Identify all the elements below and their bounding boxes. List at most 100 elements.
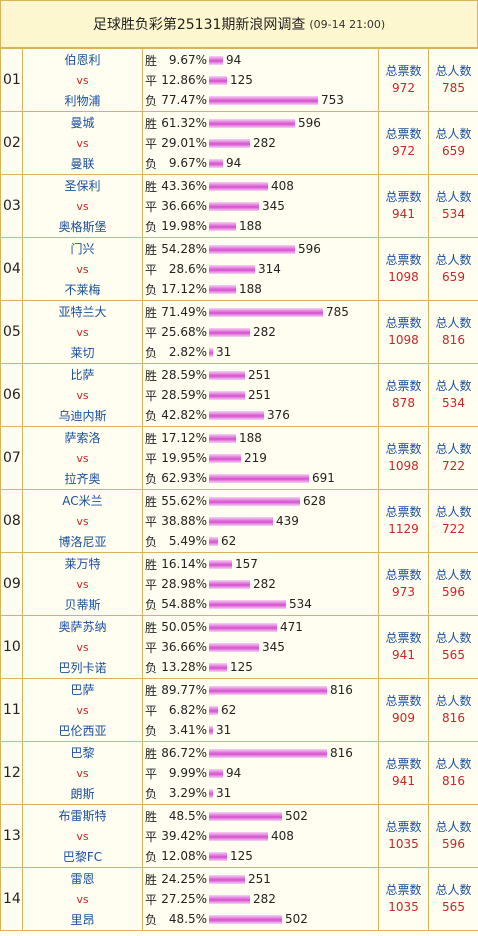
- result-count: 439: [276, 514, 299, 528]
- result-count: 125: [230, 660, 253, 674]
- total-votes-label: 总票数: [385, 190, 422, 204]
- result-row: 负 17.12% 188: [143, 279, 378, 299]
- home-team-link[interactable]: 奥萨苏纳: [58, 619, 107, 634]
- home-team-link[interactable]: 莱万特: [64, 556, 101, 571]
- away-team-link[interactable]: 巴黎FC: [62, 849, 103, 864]
- vs-label: vs: [76, 892, 89, 906]
- result-count: 502: [285, 912, 308, 926]
- home-team-link[interactable]: 伯恩利: [64, 52, 101, 67]
- home-team-link[interactable]: 亚特兰大: [58, 304, 107, 319]
- total-people-cell: 总人数 596: [428, 552, 478, 616]
- result-row: 平 28.6% 314: [143, 259, 378, 279]
- total-people-value: 722: [442, 522, 465, 536]
- home-team-link[interactable]: 布雷斯特: [58, 808, 107, 823]
- result-bar: [209, 599, 286, 609]
- result-count: 596: [298, 116, 321, 130]
- vote-bars: 胜 54.28% 596 平 28.6% 314 负 17.12% 188: [142, 237, 379, 301]
- result-bar: [209, 284, 236, 294]
- match-number: 13: [0, 804, 23, 868]
- total-votes-cell: 总票数 878: [378, 363, 429, 427]
- away-team-link[interactable]: 利物浦: [64, 93, 101, 108]
- total-votes-value: 973: [392, 585, 415, 599]
- total-votes-label: 总票数: [385, 757, 422, 771]
- result-row: 负 3.41% 31: [143, 720, 378, 740]
- total-people-cell: 总人数 596: [428, 804, 478, 868]
- away-team-link[interactable]: 不莱梅: [64, 282, 101, 297]
- home-team-link[interactable]: 雷恩: [70, 871, 95, 886]
- total-votes-cell: 总票数 1129: [378, 489, 429, 553]
- total-votes-label: 总票数: [385, 505, 422, 519]
- total-people-value: 722: [442, 459, 465, 473]
- result-bar: [209, 914, 282, 924]
- away-team-link[interactable]: 里昂: [70, 912, 95, 927]
- home-team-link[interactable]: AC米兰: [62, 493, 103, 508]
- total-people-label: 总人数: [435, 568, 472, 582]
- home-team-link[interactable]: 曼城: [70, 115, 95, 130]
- match-row: 07 萨索洛 vs 拉齐奥 胜 17.12% 188 平 19.95% 219 …: [0, 426, 478, 490]
- result-label: 胜: [145, 746, 158, 761]
- match-teams: 伯恩利 vs 利物浦: [22, 48, 143, 112]
- result-row: 负 5.49% 62: [143, 531, 378, 551]
- away-team-link[interactable]: 朗斯: [70, 786, 95, 801]
- total-people-value: 596: [442, 585, 465, 599]
- total-people-label: 总人数: [435, 127, 472, 141]
- result-bar: [209, 390, 245, 400]
- result-row: 胜 55.62% 628: [143, 491, 378, 511]
- total-votes-value: 1098: [388, 270, 419, 284]
- home-team-link[interactable]: 门兴: [70, 241, 95, 256]
- away-team-link[interactable]: 莱切: [70, 345, 95, 360]
- home-team-link[interactable]: 萨索洛: [64, 430, 101, 445]
- match-row: 13 布雷斯特 vs 巴黎FC 胜 48.5% 502 平 39.42% 408…: [0, 804, 478, 868]
- result-row: 负 3.29% 31: [143, 783, 378, 803]
- total-people-value: 785: [442, 81, 465, 95]
- result-bar: [209, 75, 227, 85]
- result-label: 平: [145, 577, 158, 592]
- result-percent: 28.59%: [161, 368, 207, 382]
- result-bar: [209, 496, 300, 506]
- result-percent: 19.95%: [161, 451, 207, 465]
- result-label: 负: [145, 93, 158, 108]
- vs-label: vs: [76, 703, 89, 717]
- away-team-link[interactable]: 奥格斯堡: [58, 219, 107, 234]
- match-row: 02 曼城 vs 曼联 胜 61.32% 596 平 29.01% 282 负 …: [0, 111, 478, 175]
- home-team-link[interactable]: 圣保利: [64, 178, 101, 193]
- total-votes-value: 1035: [388, 900, 419, 914]
- result-count: 282: [253, 136, 276, 150]
- result-label: 负: [145, 219, 158, 234]
- home-team-link[interactable]: 比萨: [70, 367, 95, 382]
- away-team-link[interactable]: 贝蒂斯: [64, 597, 101, 612]
- match-row: 08 AC米兰 vs 博洛尼亚 胜 55.62% 628 平 38.88% 43…: [0, 489, 478, 553]
- away-team-link[interactable]: 乌迪内斯: [58, 408, 107, 423]
- result-count: 188: [239, 219, 262, 233]
- away-team-link[interactable]: 拉齐奥: [64, 471, 101, 486]
- result-percent: 24.25%: [161, 872, 207, 886]
- total-votes-cell: 总票数 1098: [378, 237, 429, 301]
- match-number: 10: [0, 615, 23, 679]
- match-teams: 亚特兰大 vs 莱切: [22, 300, 143, 364]
- result-percent: 61.32%: [161, 116, 207, 130]
- away-team-link[interactable]: 曼联: [70, 156, 95, 171]
- home-team-link[interactable]: 巴萨: [70, 682, 95, 697]
- match-teams: 奥萨苏纳 vs 巴列卡诺: [22, 615, 143, 679]
- total-people-value: 659: [442, 270, 465, 284]
- away-team-link[interactable]: 博洛尼亚: [58, 534, 107, 549]
- result-bar: [209, 347, 213, 357]
- home-team-link[interactable]: 巴黎: [70, 745, 95, 760]
- result-bar: [209, 788, 213, 798]
- match-teams: 曼城 vs 曼联: [22, 111, 143, 175]
- result-row: 平 39.42% 408: [143, 826, 378, 846]
- result-count: 408: [271, 829, 294, 843]
- result-row: 平 6.82% 62: [143, 700, 378, 720]
- vs-label: vs: [76, 514, 89, 528]
- result-label: 平: [145, 199, 158, 214]
- vs-label: vs: [76, 577, 89, 591]
- result-row: 平 27.25% 282: [143, 889, 378, 909]
- result-count: 251: [248, 388, 271, 402]
- match-teams: 巴萨 vs 巴伦西亚: [22, 678, 143, 742]
- total-people-cell: 总人数 565: [428, 867, 478, 931]
- away-team-link[interactable]: 巴伦西亚: [58, 723, 107, 738]
- result-bar: [209, 453, 241, 463]
- result-bar: [209, 811, 282, 821]
- result-label: 负: [145, 534, 158, 549]
- away-team-link[interactable]: 巴列卡诺: [58, 660, 107, 675]
